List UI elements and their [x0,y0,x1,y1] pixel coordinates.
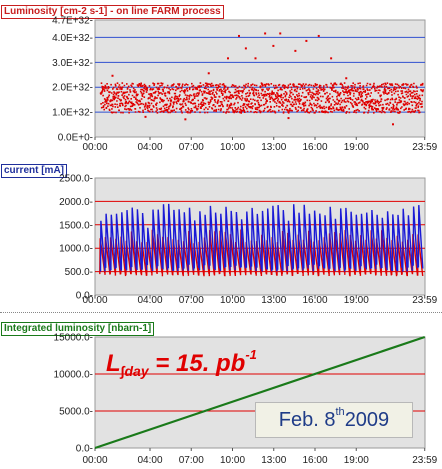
luminosity-outlier-6 [264,32,267,35]
annotation-sub: ∫day [120,363,149,379]
luminosity-outlier-10 [305,39,308,42]
y-tick-label-1-0: 2500.0- [59,174,93,185]
y-tick-label-2-1: 10000.0- [54,370,93,381]
luminosity-title: Luminosity [cm-2 s-1] - on line FARM pro… [1,5,224,19]
x-tick-label-1-1: 04:00 [137,295,162,306]
current-title: current [mA] [1,164,68,178]
y-tick-label-2-0: 15000.0- [54,333,93,344]
y-tick-label-1-4: 500.0- [65,267,93,278]
y-tick-label-0-5: 0.0E+0- [58,133,93,144]
x-tick-label-0-5: 16:00 [302,142,327,153]
x-tick-label-1-5: 16:00 [302,295,327,306]
annotation-sup: -1 [245,347,257,362]
x-tick-label-0-7: 23:59 [412,142,437,153]
luminosity-outlier-3 [238,34,240,37]
integrated-luminosity-annotation: L∫day = 15. pb-1 [106,347,257,379]
date-year: 2009 [344,408,390,431]
separator-line [0,312,442,313]
x-tick-label-1-7: 23:59 [412,295,437,306]
x-tick-label-1-2: 07:00 [179,295,204,306]
annotation-value: = 15. pb [148,350,246,377]
x-tick-label-1-3: 10:00 [220,295,245,306]
x-tick-label-2-6: 19:00 [344,455,369,466]
luminosity-outlier-4 [244,47,247,50]
luminosity-outlier-8 [279,32,282,35]
x-tick-label-0-1: 04:00 [137,142,162,153]
date-main: Feb. 8 [278,408,336,431]
x-tick-label-2-1: 04:00 [137,455,162,466]
x-tick-label-0-3: 10:00 [220,142,245,153]
luminosity-outlier-0 [111,74,114,77]
luminosity-outlier-11 [317,34,320,37]
x-tick-label-2-7: 23:59 [412,455,437,466]
luminosity-outlier-13 [345,77,348,80]
y-tick-label-0-1: 4.0E+32- [52,33,93,44]
annotation-l: L [106,350,121,377]
luminosity-outlier-2 [227,57,229,60]
current-blue-series [99,203,424,272]
luminosity-outlier-1 [207,72,210,75]
luminosity-outlier-12 [330,57,333,60]
y-tick-label-1-1: 2000.0- [59,197,93,208]
luminosity-outlier-15 [287,117,290,120]
plot-area-1 [94,177,426,296]
y-tick-label-0-0: 4.7E+32- [52,16,93,27]
x-tick-label-1-0: 00:00 [82,295,107,306]
x-tick-label-1-6: 19:00 [344,295,369,306]
x-tick-label-2-2: 07:00 [179,455,204,466]
current-panel: current [mA] [0,160,442,310]
x-tick-label-2-4: 13:00 [261,455,286,466]
luminosity-points [99,82,425,114]
luminosity-outlier-9 [294,49,297,52]
luminosity-outlier-16 [392,123,394,126]
y-tick-label-1-3: 1000.0- [59,244,93,255]
integrated-panel: Integrated luminosity [nbarn-1] [0,318,442,469]
y-tick-label-0-4: 1.0E+32- [52,108,93,119]
x-tick-label-0-4: 13:00 [261,142,286,153]
integrated-title: Integrated luminosity [nbarn-1] [1,322,155,336]
plot-area-0 [94,19,426,138]
date-sup: th [335,406,345,418]
luminosity-outlier-17 [144,115,147,118]
luminosity-outlier-5 [254,57,257,60]
y-tick-label-1-5: 0.0- [76,291,93,302]
x-tick-label-1-4: 13:00 [261,295,286,306]
x-tick-label-0-6: 19:00 [344,142,369,153]
y-tick-label-2-3: 0.0- [76,444,93,455]
luminosity-outlier-14 [184,118,187,121]
x-tick-label-0-2: 07:00 [179,142,204,153]
y-tick-label-1-2: 1500.0- [59,220,93,231]
y-tick-label-0-3: 2.0E+32- [52,83,93,94]
x-tick-label-2-5: 16:00 [302,455,327,466]
integrated-luminosity-line [94,335,426,450]
luminosity-outlier-7 [272,44,275,47]
y-tick-label-0-2: 3.0E+32- [52,58,93,69]
x-tick-label-2-3: 10:00 [220,455,245,466]
x-tick-label-0-0: 00:00 [82,142,107,153]
y-tick-label-2-2: 5000.0- [59,407,93,418]
luminosity-panel: Luminosity [cm-2 s-1] - on line FARM pro… [0,0,442,155]
x-tick-label-2-0: 00:00 [82,455,107,466]
